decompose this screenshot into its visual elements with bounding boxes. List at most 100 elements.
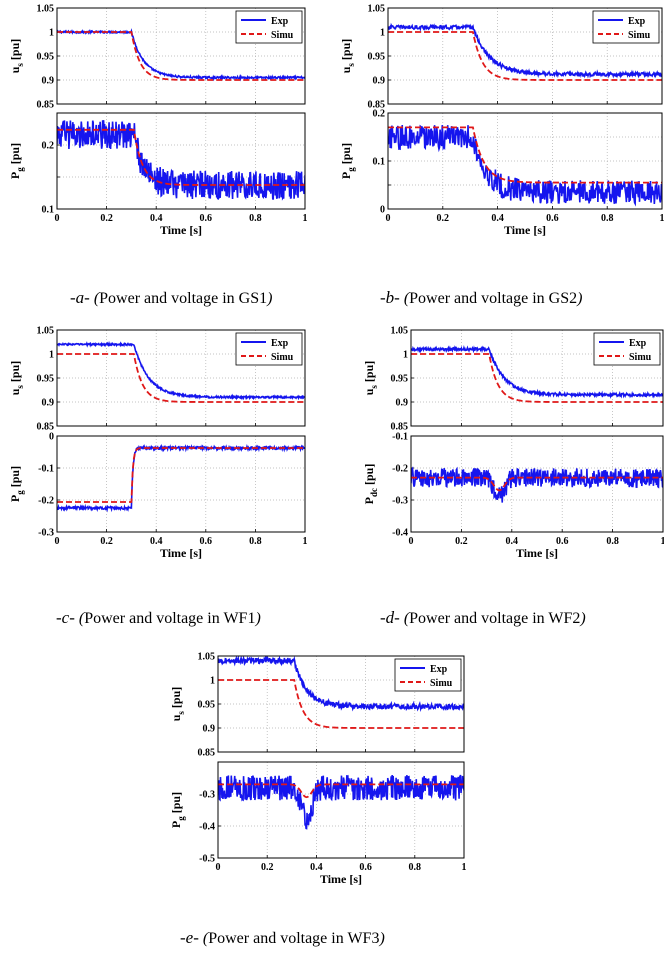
power-c-ytick-label: -0.3 [38,528,54,539]
power-a-plot-area [57,113,305,209]
voltage-b-ylabel: us [pu] [339,39,356,74]
power-e-panel: -0.5 -0.4 -0.3 Pg [pu] [169,761,465,865]
voltage-d-ytick-label: 0.85 [391,422,409,433]
voltage-c-ytick-label: 0.9 [42,398,55,409]
series-simu-line-power-c [57,447,305,503]
legend-exp-label: Exp [430,664,448,675]
xtick-label-d: 0.6 [556,536,569,547]
legend-exp-label: Exp [629,338,647,349]
series-simu-line-voltage-e [218,679,464,729]
voltage-a-ylabel: us [pu] [8,39,25,74]
series-exp-line-voltage-c [57,340,305,401]
voltage-e-ytick-label: 0.95 [198,700,216,711]
power-c-frame [56,435,306,533]
legend-simu-label: Simu [271,30,294,41]
xtick-label-b: 1 [660,213,664,224]
power-d-ytick-label: -0.1 [392,432,408,443]
power-d-plot-area [411,436,663,532]
voltage-e-ylabel: us [pu] [169,687,186,722]
power-a-ytick-label: 0.1 [42,205,55,216]
voltage-a-frame [56,7,306,105]
xtick-label-b: 0.2 [437,213,450,224]
series-exp-line-power-e [218,774,464,830]
legend-simu-label: Simu [430,678,453,689]
xtick-label-a: 0.8 [249,213,262,224]
power-e-ylabel: Pg [pu] [169,792,186,828]
power-d-frame [410,435,664,533]
power-b-ylabel: Pg [pu] [339,143,356,179]
power-e-ytick-label: -0.5 [199,854,215,865]
xtick-label-a: 0.2 [100,213,113,224]
voltage-b-frame [387,7,663,105]
series-simu-line-power-e [218,783,464,799]
xtick-label-c: 0 [55,536,60,547]
legend-simu-label: Simu [628,30,651,41]
series-simu-line-voltage-c [57,353,305,403]
power-c-ytick-label: 0 [49,432,54,443]
voltage-b-ytick-label: 0.9 [373,76,386,87]
legend-a: Exp Simu [235,10,303,44]
voltage-c-ytick-label: 0.85 [37,422,55,433]
power-b-ytick-label: 0 [380,205,385,216]
voltage-d-ytick-label: 0.95 [391,374,409,385]
xtick-label-a: 1 [303,213,308,224]
power-c-plot-area [57,436,305,532]
xlabel-d: Time [s] [516,546,558,560]
voltage-c-frame [56,329,306,427]
voltage-b-ytick-label: 0.95 [368,52,386,63]
caption-a-text: Power and voltage in GS1 [99,290,268,307]
voltage-d-ytick-label: 0.9 [396,398,409,409]
caption-b-text: Power and voltage in GS2 [409,290,578,307]
series-simu-line-voltage-a [57,31,305,81]
series-exp-line-voltage-b [388,22,662,79]
caption-d-label: -d- [380,608,400,627]
voltage-e-ytick-label: 0.85 [198,748,216,759]
power-a-panel: 0.1 0.2 Pg [pu] [8,112,306,216]
xtick-label-c: 0.6 [200,536,213,547]
xtick-label-e: 0.4 [310,862,323,873]
xlabel-b: Time [s] [504,223,546,237]
legend-e: Exp Simu [394,658,462,692]
xlabel-c: Time [s] [160,546,202,560]
voltage-a-ytick-label: 0.85 [37,100,55,111]
xtick-label-a: 0.4 [150,213,163,224]
voltage-a-ytick-label: 0.95 [37,52,55,63]
legend-box-e [394,658,462,692]
power-b-frame [387,112,663,210]
legend-exp-label: Exp [628,16,646,27]
xtick-label-d: 0.4 [506,536,519,547]
xtick-label-a: 0.6 [200,213,213,224]
voltage-e-ytick-label: 0.9 [203,724,216,735]
legend-box-a [235,10,303,44]
legend-exp-label: Exp [271,338,289,349]
caption-a: -a- (Power and voltage in GS1) [70,288,273,307]
xlabel-e: Time [s] [320,872,362,886]
power-d-ytick-label: -0.2 [392,464,408,475]
xtick-label-e: 0.6 [359,862,372,873]
xlabel-a: Time [s] [160,223,202,237]
legend-c: Exp Simu [235,332,303,366]
legend-exp-label: Exp [271,16,289,27]
voltage-d-ylabel: us [pu] [362,361,379,396]
power-a-frame [56,112,306,210]
xtick-label-b: 0.4 [491,213,504,224]
voltage-e-frame [217,655,465,753]
xtick-label-e: 0.8 [409,862,422,873]
chart-a: 0.85 0.9 0.95 1 1.05 us [pu] 0.1 0.2 Pg [pu] 0 0.2… [8,4,308,238]
series-exp-line-voltage-d [411,344,663,400]
caption-e-text: Power and voltage in WF3 [208,930,380,947]
chart-d: 0.85 0.9 0.95 1 1.05 us [pu] -0.4 -0.3 -0.2 -0.1 P… [362,326,664,561]
power-b-ytick-label: 0.2 [373,109,386,120]
power-d-panel: -0.4 -0.3 -0.2 -0.1 Pdc [pu] [362,432,664,539]
voltage-e-ytick-label: 1.05 [198,652,216,663]
power-d-ylabel: Pdc [pu] [362,464,379,505]
voltage-c-ytick-label: 1.05 [37,326,55,337]
power-e-ytick-label: -0.3 [199,790,215,801]
series-simu-line-power-b [388,126,662,184]
chart-b: 0.85 0.9 0.95 1 1.05 us [pu] 0 0.1 0.2 Pg [pu] 0 0.… [339,4,664,238]
legend-simu-label: Simu [271,352,294,363]
caption-c-text: Power and voltage in WF1 [84,610,256,627]
xtick-label-d: 0.2 [455,536,468,547]
voltage-c-ylabel: us [pu] [8,361,25,396]
xtick-label-d: 1 [661,536,664,547]
